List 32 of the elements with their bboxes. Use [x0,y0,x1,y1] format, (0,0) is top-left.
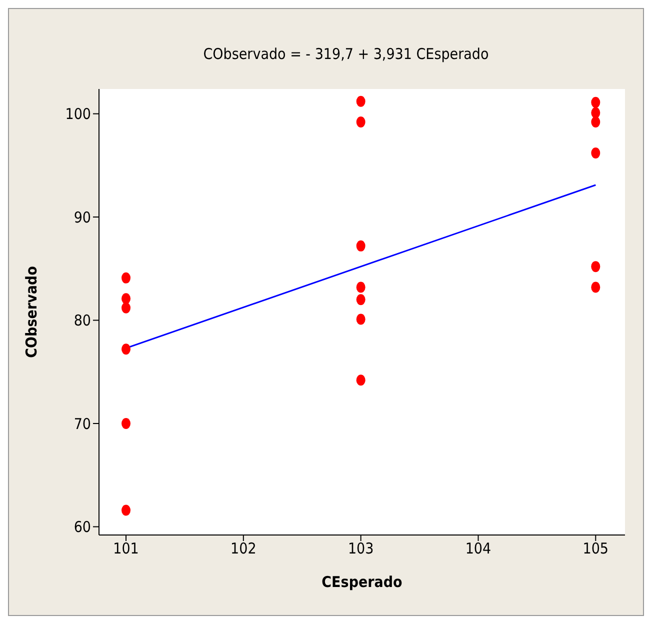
y-tick-label: 70 [74,414,91,433]
point [591,261,600,272]
x-tick-label: 102 [230,540,256,558]
y-axis-title: CObservado [22,266,40,358]
point [591,148,600,159]
x-tick-label: 105 [582,540,609,558]
point [591,107,600,118]
point [356,240,366,252]
point [122,302,131,314]
point [356,282,366,293]
point [356,116,366,128]
point [591,116,600,128]
point [122,344,131,355]
y-tick-label: 100 [65,105,91,124]
point [122,272,131,284]
point [356,96,366,107]
y-tick-label: 60 [74,518,91,536]
point [356,314,366,325]
x-axis-title: CEsperado [322,573,402,591]
point [591,96,600,108]
x-tick-label: 103 [348,540,374,558]
point [591,282,600,293]
point [356,374,366,386]
point [122,504,131,516]
point [122,418,131,429]
x-tick-label: 101 [113,540,139,558]
y-tick-label: 90 [74,208,91,226]
point [356,294,366,306]
point [122,293,131,304]
x-tick-label: 104 [465,540,492,558]
chart-title: CObservado = - 319,7 + 3,931 CEsperado [202,45,490,63]
y-tick-label: 80 [74,312,91,330]
